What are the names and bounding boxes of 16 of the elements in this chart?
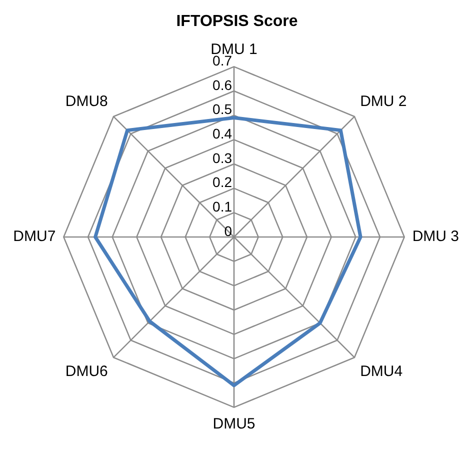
spoke-label: DMU8 <box>65 93 108 110</box>
spoke-label: DMU7 <box>13 228 56 246</box>
y-tick-label: 0.4 <box>212 126 232 142</box>
y-tick-label: 0 <box>224 222 232 239</box>
y-tick-label: 0.6 <box>212 76 232 93</box>
spoke-label: DMU6 <box>65 363 108 380</box>
spoke-label: DMU5 <box>212 415 256 432</box>
spoke-label: DMU4 <box>360 363 403 380</box>
y-tick-label: 0.2 <box>212 174 232 190</box>
y-tick-label: 0.7 <box>212 52 232 69</box>
y-tick-label: 0.3 <box>212 150 232 166</box>
y-tick-label: 0.5 <box>212 101 232 118</box>
spoke-label: DMU 2 <box>360 93 407 110</box>
spoke-label: DMU 3 <box>412 228 459 246</box>
y-tick-label: 0.1 <box>212 198 232 215</box>
chart-title: IFTOPSIS Score <box>176 13 298 30</box>
